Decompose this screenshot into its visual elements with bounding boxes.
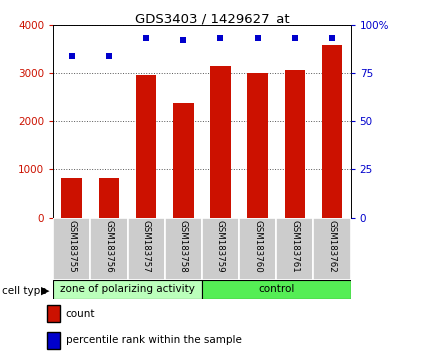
Bar [210,66,231,218]
Bar [128,218,164,280]
Bar [202,280,351,299]
Text: GSM183755: GSM183755 [67,219,76,272]
Bar [276,218,313,280]
Point [329,35,335,41]
Text: cell type: cell type [2,286,47,296]
Point [217,35,224,41]
Text: GSM183759: GSM183759 [216,219,225,272]
Point [143,35,150,41]
Bar [313,218,351,280]
Bar [62,178,82,218]
Text: control: control [258,284,295,295]
Bar [173,103,193,218]
Text: GSM183756: GSM183756 [105,219,113,272]
Text: GSM183758: GSM183758 [179,219,188,272]
Bar [53,280,202,299]
Text: GSM183761: GSM183761 [290,219,299,272]
Bar [285,70,305,218]
Text: percentile rank within the sample: percentile rank within the sample [66,335,242,345]
Text: GSM183757: GSM183757 [142,219,150,272]
Bar [239,218,276,280]
Point [105,53,112,58]
Text: count: count [66,309,95,319]
Bar [99,178,119,218]
Bar [247,73,268,218]
Bar [136,75,156,218]
Point [254,35,261,41]
Text: GSM183760: GSM183760 [253,219,262,272]
Bar [202,218,239,280]
Bar [90,218,128,280]
Text: GDS3403 / 1429627_at: GDS3403 / 1429627_at [135,12,290,25]
Point [292,35,298,41]
Bar [322,45,342,218]
Bar [164,218,202,280]
Bar [53,218,90,280]
Text: GSM183762: GSM183762 [328,219,337,272]
Point [68,53,75,58]
Point [180,38,187,43]
Text: ▶: ▶ [41,286,49,296]
Text: zone of polarizing activity: zone of polarizing activity [60,284,195,295]
